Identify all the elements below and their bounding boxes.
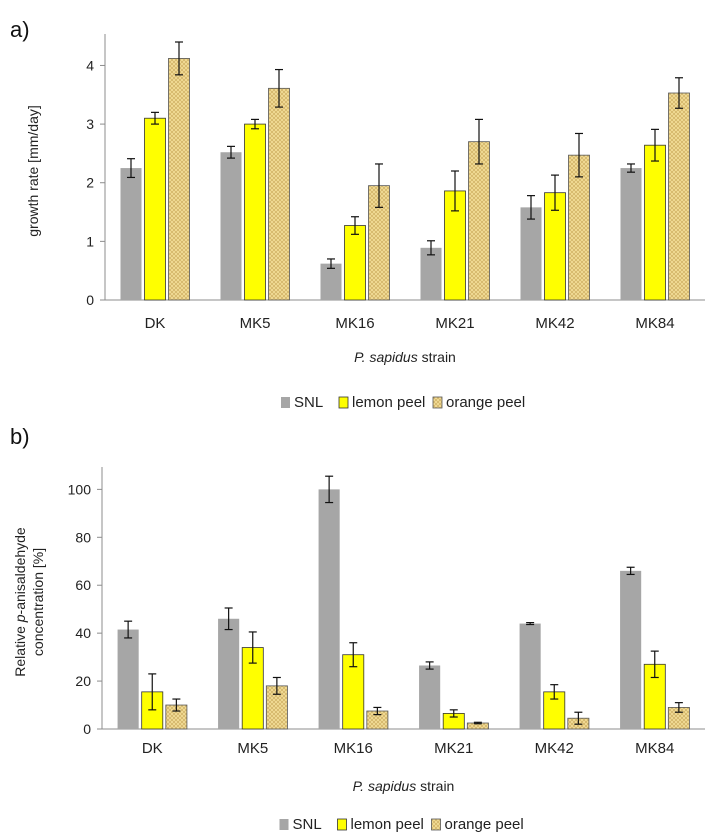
category-label: DK <box>145 315 166 332</box>
legend-label: lemon peel <box>351 816 424 833</box>
growth-rate-chart: 0 1 2 3 4 growth rate [mm/day] DK MK5 MK16 MK21 MK… <box>25 34 705 411</box>
legend: SNL lemon peel orange peel <box>281 394 525 411</box>
bar-snl-mk5 <box>218 618 240 729</box>
bar-snl-mk84 <box>620 570 642 729</box>
legend-swatch-lemon-peel <box>338 396 349 409</box>
bar-lemon-peel-mk16 <box>344 225 366 301</box>
y-tick-label: 0 <box>83 721 91 737</box>
y-axis-label: growth rate [mm/day] <box>25 105 41 237</box>
category-label: MK21 <box>434 740 473 757</box>
bar-snl-mk21 <box>419 665 441 729</box>
bar-orange-peel-mk21 <box>468 141 490 301</box>
bar-orange-peel-mk84 <box>668 92 690 301</box>
bar-lemon-peel-mk84 <box>644 144 666 301</box>
category-label: MK84 <box>635 740 674 757</box>
y-tick-label: 0 <box>86 292 94 308</box>
y-tick-label: 100 <box>68 481 92 497</box>
category-label: MK42 <box>535 315 574 332</box>
legend-swatch-lemon-peel <box>337 818 347 831</box>
y-tick-label: 1 <box>86 233 94 249</box>
bar-lemon-peel-mk5 <box>244 123 266 301</box>
legend: SNL lemon peel orange peel <box>279 816 524 833</box>
bar-orange-peel-dk <box>168 58 190 301</box>
bar-orange-peel-mk5 <box>268 87 290 301</box>
bar-snl-mk16 <box>318 489 340 729</box>
category-label: MK42 <box>535 740 574 757</box>
category-label: MK16 <box>334 740 373 757</box>
legend-label: orange peel <box>446 394 525 411</box>
y-axis-label: Relative p-anisaldehyde <box>12 527 28 677</box>
bar-snl-mk42 <box>519 623 541 729</box>
y-axis-label: concentration [%] <box>30 548 46 656</box>
category-label: MK21 <box>435 315 474 332</box>
category-label: DK <box>142 740 163 757</box>
x-axis-label: P. sapidus strain <box>353 778 455 794</box>
y-tick-label: 40 <box>75 625 91 641</box>
category-label: MK5 <box>240 315 271 332</box>
bar-lemon-peel-dk <box>144 117 166 301</box>
legend-swatch-snl <box>281 397 290 408</box>
bar-snl-dk <box>117 629 139 729</box>
legend-label: lemon peel <box>352 394 425 411</box>
y-tick-label: 80 <box>75 529 91 545</box>
bar-snl-dk <box>120 168 142 300</box>
legend-swatch-orange-peel <box>431 818 441 831</box>
legend-label: orange peel <box>445 816 524 833</box>
bar-snl-mk16 <box>320 263 342 300</box>
category-label: MK16 <box>335 315 374 332</box>
legend-swatch-snl <box>279 819 289 830</box>
legend-swatch-orange-peel <box>432 396 443 409</box>
category-label: MK5 <box>237 740 268 757</box>
panel-b-label: b) <box>10 424 30 449</box>
bar-snl-mk5 <box>220 152 242 300</box>
category-label: MK84 <box>635 315 674 332</box>
bar-snl-mk21 <box>420 247 442 300</box>
panel-a-label: a) <box>10 17 30 42</box>
x-axis-label: P. sapidus strain <box>354 349 456 365</box>
y-tick-label: 4 <box>86 57 94 73</box>
y-tick-label: 20 <box>75 673 91 689</box>
y-tick-label: 2 <box>86 175 94 191</box>
bar-snl-mk84 <box>620 168 642 300</box>
bar-snl-mk42 <box>520 207 542 300</box>
legend-label: SNL <box>294 394 323 411</box>
anisaldehyde-chart: 0 20 40 60 80 100 Relative p-anisaldehyde conce… <box>12 467 705 833</box>
y-tick-label: 3 <box>86 116 94 132</box>
y-tick-label: 60 <box>75 577 91 593</box>
legend-label: SNL <box>293 816 322 833</box>
